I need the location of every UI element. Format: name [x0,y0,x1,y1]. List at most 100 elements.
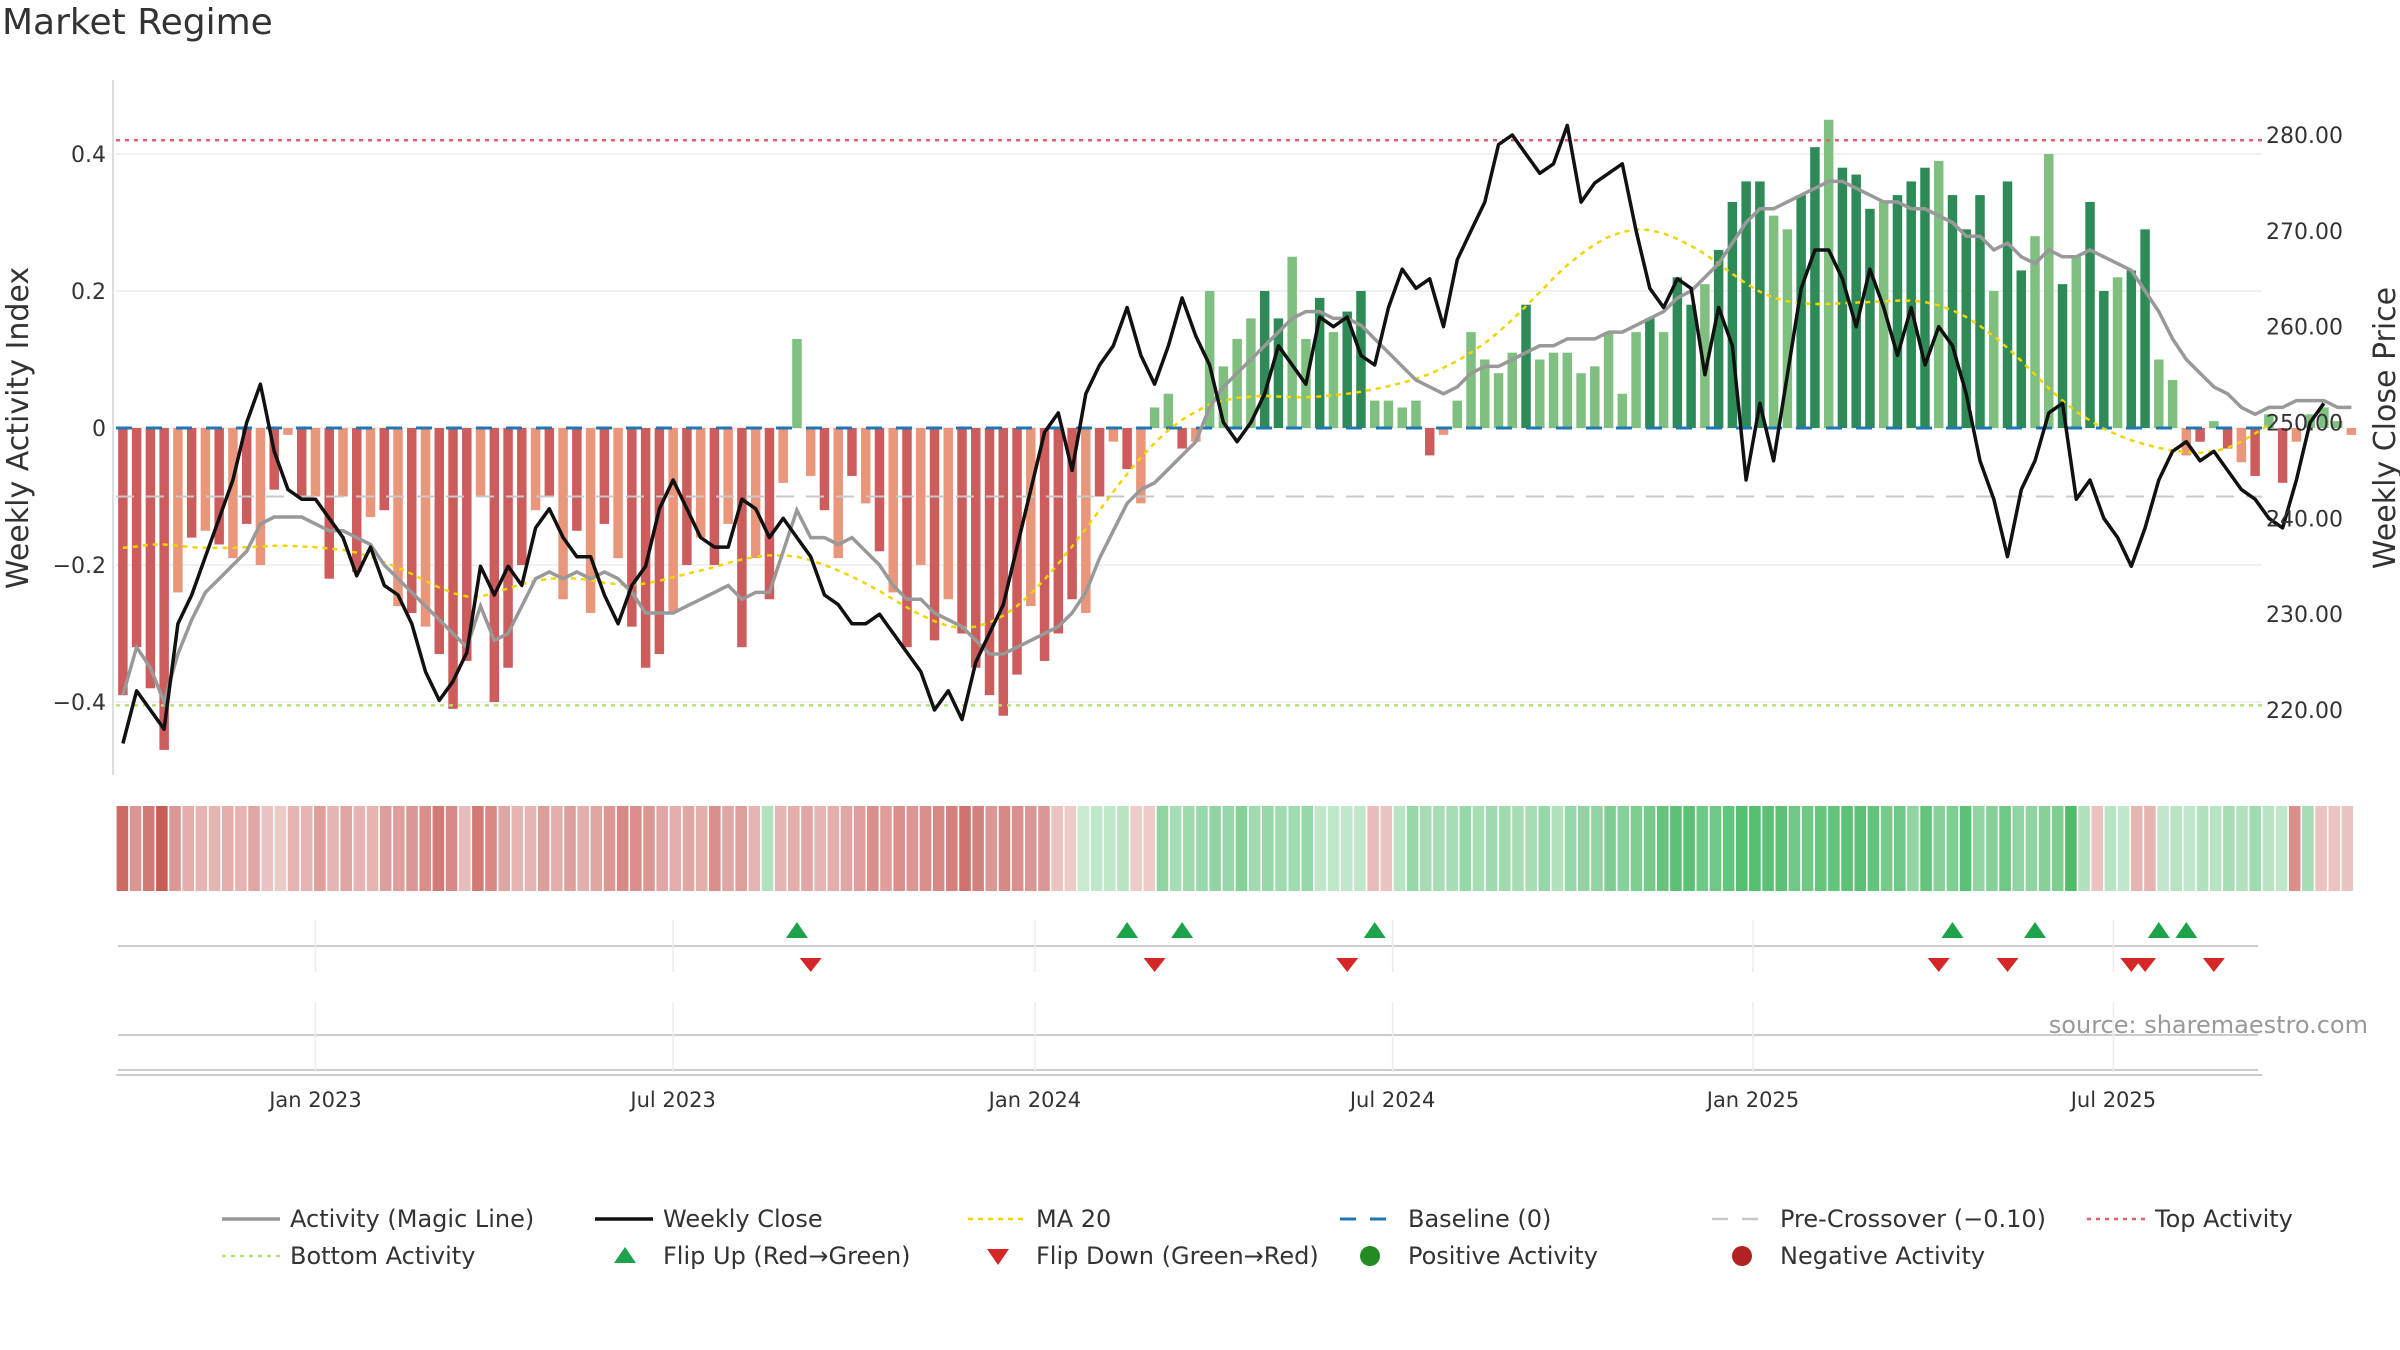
regime-cell [340,806,352,891]
activity-bar [1053,428,1064,634]
activity-bar [448,428,458,709]
activity-bar [1273,318,1284,428]
activity-bar [558,428,568,600]
activity-bar [351,428,362,572]
regime-cell [1485,806,1498,891]
y-tick-right: 230.00 [2266,603,2343,628]
legend-label: MA 20 [1036,1205,1111,1233]
regime-cell [709,806,721,891]
regime-cell [1038,806,1050,891]
activity-bar [1920,167,1930,428]
activity-bar [1369,400,1380,428]
regime-cell [1419,806,1432,891]
regime-cell [1775,806,1788,891]
activity-bar [1645,318,1655,428]
activity-bar [200,428,211,531]
regime-cell [116,806,129,891]
regime-cell [1143,806,1156,891]
activity-bar [1713,249,1724,428]
activity-bar [1081,428,1091,613]
regime-cell [1235,806,1248,891]
activity-bar [1191,428,1201,442]
regime-cell [2104,806,2117,891]
activity-bar [1287,256,1297,428]
regime-cell [1551,806,1564,891]
regime-cell [1077,806,1090,891]
legend-label: Flip Down (Green→Red) [1036,1242,1319,1270]
activity-bar [1741,181,1751,428]
regime-cell [2236,806,2248,891]
activity-bar [1342,311,1352,428]
regime-cell [1564,806,1577,891]
activity-bar [310,428,321,497]
activity-bar [296,428,307,497]
activity-bar [338,428,348,497]
regime-cell [1814,806,1827,891]
regime-cell [1709,806,1722,891]
regime-cell [2183,806,2196,891]
activity-bar [434,428,445,655]
regime-cell [2170,806,2183,891]
regime-cell [366,806,379,891]
regime-cell [2223,806,2235,891]
regime-cell [1617,806,1630,891]
activity-bar [1837,167,1848,428]
regime-cell [1920,806,1932,891]
regime-cell [511,806,524,891]
y-tick-right: 250.00 [2266,412,2343,437]
activity-bar [1562,352,1573,428]
activity-bar [1218,366,1229,428]
activity-bar [1259,291,1270,428]
activity-bar [847,428,857,476]
regime-cell [1314,806,1327,891]
activity-bar [572,428,582,531]
y-axis-label-right: Weekly Close Price [2368,287,2400,569]
activity-bar [1796,195,1806,428]
y-tick-right: 220.00 [2266,699,2343,724]
regime-cell [840,806,853,891]
flip-down-marker [799,958,822,972]
legend-label: Flip Up (Red→Green) [663,1242,911,1270]
regime-cell [972,806,984,891]
flip-markers [118,922,2258,972]
regime-cell [419,806,431,891]
regime-cell [630,806,642,891]
regime-cell [300,806,313,891]
activity-bar [1383,400,1394,428]
regime-cell [1893,806,1906,891]
activity-bar [159,428,169,750]
regime-cell [472,806,484,891]
activity-bar [1865,208,1875,428]
activity-bar [2057,284,2068,428]
activity-bar [1204,291,1215,428]
regime-cell [682,806,695,891]
regime-cell [2144,806,2156,891]
chart-title: Market Regime [2,2,273,43]
activity-bar [943,428,954,600]
activity-bar [1067,428,1077,600]
regime-cell [498,806,510,891]
regime-cell [248,806,260,891]
regime-cell [2249,806,2261,891]
activity-bar [695,428,706,538]
y-tick-right: 270.00 [2266,220,2343,245]
activity-bar [2099,291,2109,428]
regime-cell [1380,806,1393,891]
flip-up-marker [1171,922,1194,938]
activity-bar [2277,428,2288,483]
regime-cell [1959,806,1972,891]
activity-bar [2002,181,2013,428]
activity-bar [737,428,747,648]
regime-cell [287,806,300,891]
activity-bar [1328,332,1339,428]
activity-bar [2346,428,2357,435]
activity-bar [998,428,1009,716]
activity-bar [255,428,266,565]
legend-label: Weekly Close [663,1205,823,1233]
legend-label: Positive Activity [1408,1242,1598,1270]
regime-cell [1222,806,1235,891]
regime-cell [774,806,787,891]
regime-cell [932,806,945,891]
activity-bar [2236,428,2247,463]
activity-bar [792,338,802,428]
